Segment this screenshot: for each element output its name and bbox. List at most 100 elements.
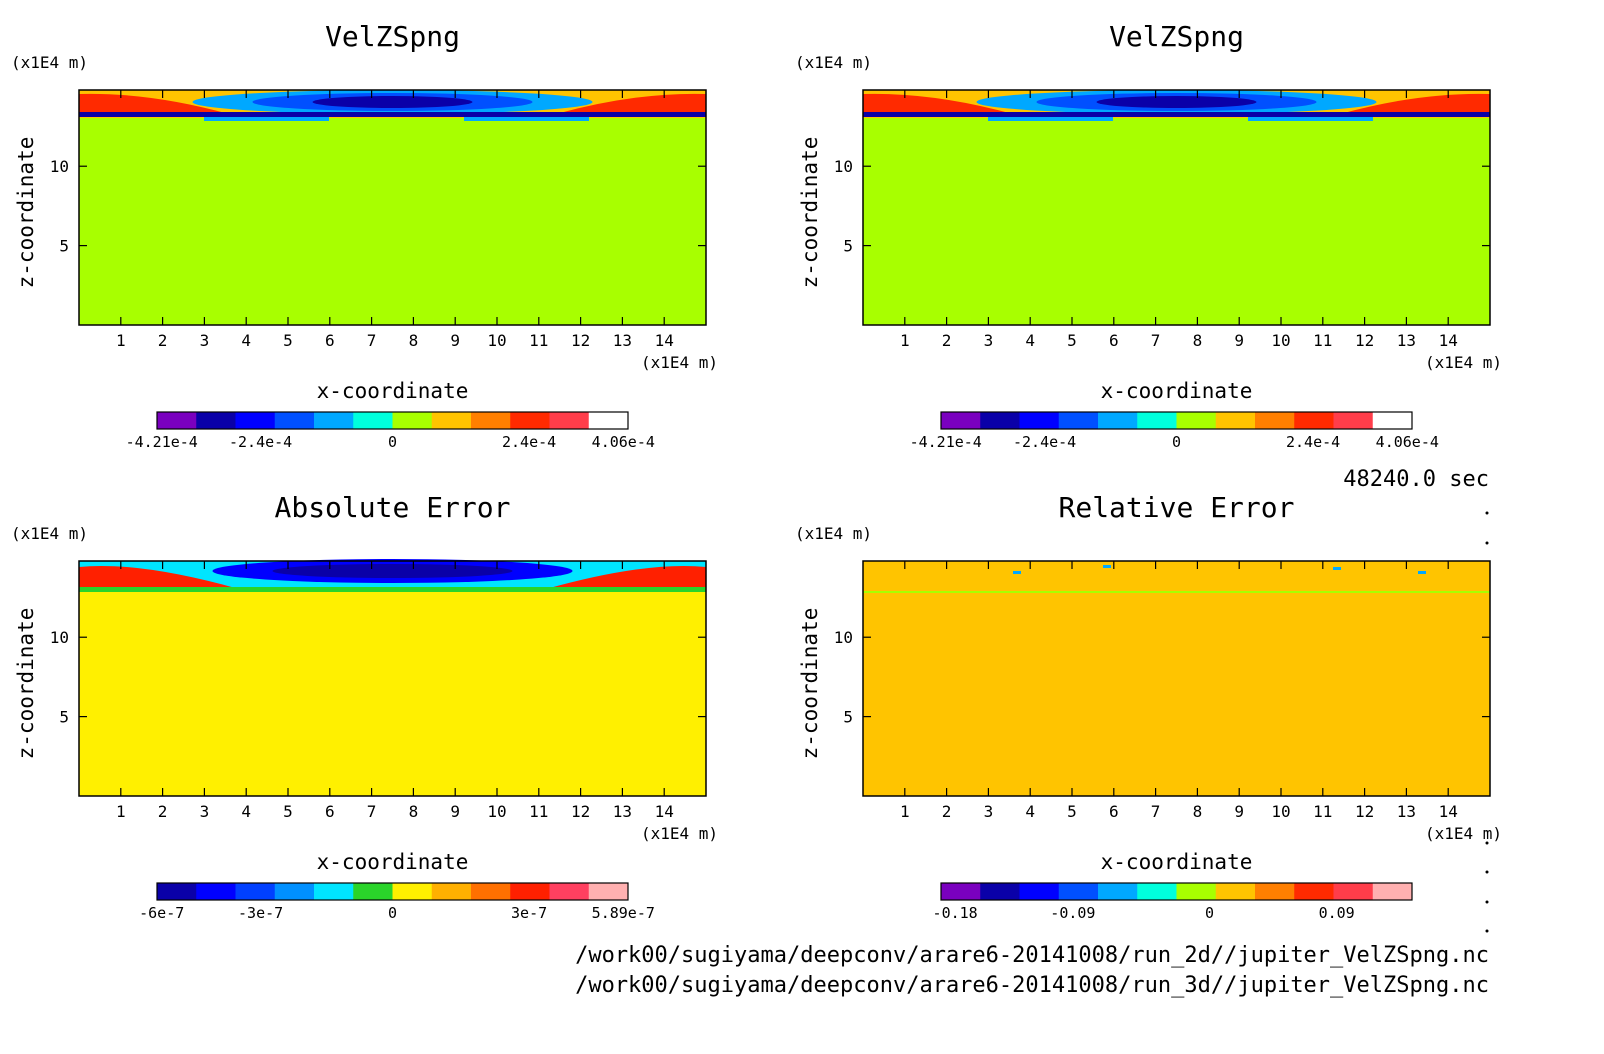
y-unit-label: (x1E4 m): [795, 524, 872, 543]
colorbar-frame: [940, 882, 1413, 901]
colorbar-swatch: [274, 412, 315, 429]
heatmap-field: [79, 90, 706, 325]
colorbar-swatch: [1372, 412, 1413, 429]
x-tick-label: 6: [1109, 331, 1119, 350]
colorbar-frame: [940, 411, 1413, 430]
x-tick-label: 8: [1193, 802, 1203, 821]
colorbar-swatch: [157, 412, 197, 429]
x-tick-label: 13: [1397, 331, 1416, 350]
x-tick-label: 2: [942, 331, 952, 350]
colorbar-swatch: [1255, 412, 1295, 429]
x-tick-label: 14: [1439, 802, 1458, 821]
x-unit-label: (x1E4 m): [641, 353, 718, 372]
upper-layer-band: [863, 90, 1490, 121]
x-tick-label: 12: [571, 802, 590, 821]
x-unit-label: (x1E4 m): [1425, 824, 1502, 843]
plot-frame: [862, 560, 1491, 797]
x-tick-label: 11: [1313, 802, 1332, 821]
x-tick-label: 4: [1025, 802, 1035, 821]
x-tick-label: 13: [613, 802, 632, 821]
colorbar-tick-label: -4.21e-4: [126, 433, 198, 451]
x-tick-label: 4: [1025, 331, 1035, 350]
colorbar-swatch: [1137, 883, 1177, 900]
colorbar-swatch: [1176, 883, 1217, 900]
colorbar-tick-label: 0.09: [1319, 904, 1355, 922]
colorbar-swatch: [1215, 883, 1256, 900]
colorbar-swatch: [235, 883, 276, 900]
colorbar-swatch: [274, 883, 315, 900]
x-tick-label: 5: [1067, 331, 1077, 350]
colorbar-swatch: [431, 412, 472, 429]
plot-frame: [862, 89, 1491, 326]
x-tick-label: 6: [325, 802, 335, 821]
colorbar-swatch: [1019, 412, 1060, 429]
x-tick-label: 9: [450, 331, 460, 350]
colorbar-swatch: [510, 412, 550, 429]
x-tick-label: 4: [241, 802, 251, 821]
colorbar-swatch: [1098, 883, 1138, 900]
x-tick-label: 8: [409, 802, 419, 821]
x-tick-label: 12: [1355, 802, 1374, 821]
y-tick-label: 10: [50, 628, 69, 647]
x-tick-label: 7: [1151, 331, 1161, 350]
colorbar-swatch: [431, 883, 472, 900]
marker-dot: [1485, 900, 1489, 904]
upper-layer-band: [79, 559, 706, 592]
x-tick-label: 10: [1271, 802, 1290, 821]
time-label: 48240.0 sec: [1343, 467, 1489, 492]
colorbar-frame: [156, 882, 629, 901]
x-tick-label: 3: [984, 802, 994, 821]
colorbar-swatch: [471, 883, 511, 900]
x-tick-label: 5: [283, 802, 293, 821]
x-tick-label: 1: [116, 331, 126, 350]
x-tick-label: 1: [116, 802, 126, 821]
x-tick-label: 11: [529, 802, 548, 821]
upper-layer-band: [863, 565, 1490, 593]
colorbar-tick-label: 0: [1205, 904, 1214, 922]
colorbar-tick-label: -2.4e-4: [229, 433, 292, 451]
colorbar-swatch: [1294, 883, 1334, 900]
x-tick-label: 7: [367, 331, 377, 350]
chart-title: Relative Error: [1058, 491, 1294, 524]
y-tick-label: 5: [59, 708, 69, 727]
heatmap-field: [79, 559, 706, 796]
x-tick-label: 14: [655, 802, 674, 821]
x-tick-label: 2: [158, 802, 168, 821]
colorbar-swatch: [1176, 412, 1217, 429]
y-axis-label: z-coordinate: [798, 137, 822, 289]
y-tick-label: 5: [843, 237, 853, 256]
y-unit-label: (x1E4 m): [11, 524, 88, 543]
heatmap-field: [863, 90, 1490, 325]
colorbar-tick-label: 2.4e-4: [1286, 433, 1340, 451]
colorbar-swatch: [1294, 412, 1334, 429]
x-tick-label: 14: [1439, 331, 1458, 350]
x-axis-label: x-coordinate: [1101, 850, 1253, 874]
marker-dot: [1485, 841, 1489, 845]
colorbar-swatch: [314, 412, 354, 429]
x-axis-label: x-coordinate: [317, 379, 469, 403]
colorbar-swatch: [1333, 883, 1374, 900]
colorbar-tick-label: 4.06e-4: [1376, 433, 1439, 451]
colorbar-tick-label: 3e-7: [511, 904, 547, 922]
x-tick-label: 10: [487, 331, 506, 350]
file-path-1: /work00/sugiyama/deepconv/arare6-2014100…: [575, 943, 1489, 968]
marker-dot: [1485, 870, 1489, 874]
x-tick-label: 1: [900, 802, 910, 821]
colorbar-swatch: [353, 883, 393, 900]
heatmap-field: [863, 561, 1490, 796]
colorbar-swatch: [941, 412, 981, 429]
file-path-2: /work00/sugiyama/deepconv/arare6-2014100…: [575, 973, 1489, 998]
x-tick-label: 9: [1234, 802, 1244, 821]
colorbar-tick-label: 0: [1172, 433, 1181, 451]
chart-title: VelZSpng: [1109, 20, 1244, 53]
colorbar-swatch: [157, 883, 197, 900]
x-tick-label: 8: [409, 331, 419, 350]
colorbar-swatch: [588, 412, 629, 429]
colorbar-tick-label: 2.4e-4: [502, 433, 556, 451]
colorbar-tick-label: 4.06e-4: [592, 433, 655, 451]
x-tick-label: 1: [900, 331, 910, 350]
x-tick-label: 8: [1193, 331, 1203, 350]
colorbar-swatch: [392, 412, 433, 429]
x-tick-label: 11: [529, 331, 548, 350]
